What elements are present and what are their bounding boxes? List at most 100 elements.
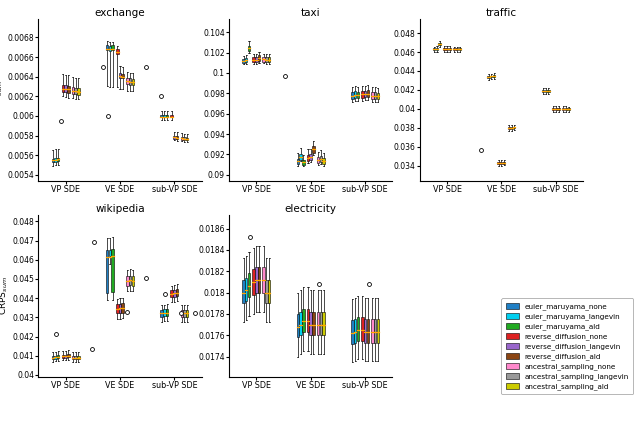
Bar: [255, 267, 257, 293]
Bar: [180, 310, 183, 317]
Bar: [297, 159, 299, 164]
Bar: [510, 127, 513, 129]
Bar: [109, 250, 111, 256]
Bar: [180, 137, 183, 140]
Bar: [374, 319, 376, 343]
Bar: [109, 45, 111, 51]
Bar: [161, 310, 163, 317]
Bar: [248, 273, 250, 297]
Bar: [262, 57, 265, 61]
Bar: [170, 290, 173, 297]
Bar: [545, 90, 547, 92]
Bar: [356, 317, 359, 341]
Bar: [297, 314, 299, 337]
Bar: [252, 269, 255, 295]
Bar: [258, 267, 260, 293]
Bar: [371, 93, 374, 99]
Bar: [106, 45, 108, 50]
Bar: [129, 78, 131, 85]
Bar: [61, 355, 64, 358]
Bar: [367, 91, 369, 97]
Bar: [317, 312, 319, 335]
Bar: [61, 85, 64, 92]
Bar: [568, 109, 570, 110]
Bar: [374, 93, 376, 99]
Bar: [312, 146, 315, 153]
Bar: [77, 88, 79, 95]
Bar: [173, 136, 175, 139]
Bar: [186, 310, 188, 317]
Bar: [163, 115, 166, 117]
Bar: [52, 159, 54, 162]
Bar: [433, 48, 435, 50]
Bar: [119, 304, 121, 313]
Bar: [122, 74, 124, 78]
Bar: [65, 354, 67, 357]
Bar: [122, 303, 124, 312]
Bar: [116, 304, 118, 314]
Y-axis label: CRPS$_{sum}$: CRPS$_{sum}$: [0, 80, 4, 120]
Bar: [354, 91, 356, 98]
Bar: [302, 309, 305, 332]
Bar: [268, 58, 270, 62]
Bar: [74, 356, 77, 359]
Bar: [310, 312, 312, 335]
Bar: [163, 309, 166, 316]
Bar: [361, 91, 364, 98]
Bar: [351, 320, 353, 344]
Bar: [57, 355, 60, 358]
Bar: [111, 45, 114, 51]
Bar: [252, 58, 255, 62]
Bar: [356, 92, 359, 98]
Bar: [547, 90, 550, 92]
Bar: [54, 356, 57, 359]
Bar: [161, 115, 163, 117]
Bar: [111, 249, 114, 292]
Bar: [377, 319, 379, 343]
Bar: [312, 312, 315, 335]
Bar: [72, 87, 74, 94]
Bar: [243, 59, 244, 63]
Bar: [245, 277, 248, 301]
Bar: [307, 155, 309, 161]
Bar: [262, 267, 265, 293]
Bar: [132, 79, 134, 85]
Title: wikipedia: wikipedia: [95, 204, 145, 214]
Bar: [319, 156, 322, 162]
Bar: [119, 73, 121, 77]
Bar: [500, 162, 502, 164]
Bar: [449, 48, 451, 50]
Bar: [77, 356, 79, 359]
Bar: [443, 48, 445, 50]
Bar: [490, 75, 493, 77]
Bar: [555, 108, 557, 110]
Bar: [493, 75, 495, 77]
Bar: [364, 91, 366, 97]
Bar: [300, 154, 302, 160]
Bar: [323, 158, 324, 164]
Bar: [183, 137, 186, 140]
Bar: [351, 93, 353, 99]
Bar: [453, 48, 456, 50]
Bar: [300, 312, 302, 335]
Bar: [54, 158, 57, 162]
Y-axis label: CRPS$_{sum}$: CRPS$_{sum}$: [0, 276, 10, 315]
Bar: [126, 78, 129, 84]
Bar: [173, 290, 175, 297]
Bar: [106, 250, 108, 293]
Bar: [456, 48, 458, 50]
Bar: [508, 127, 510, 129]
Bar: [255, 57, 257, 62]
Bar: [268, 280, 270, 303]
Bar: [436, 48, 438, 50]
Bar: [367, 319, 369, 343]
Bar: [564, 108, 567, 110]
Bar: [446, 48, 448, 50]
Bar: [497, 162, 500, 164]
Bar: [557, 108, 560, 110]
Bar: [176, 136, 179, 139]
Bar: [542, 90, 544, 92]
Bar: [459, 48, 461, 50]
Bar: [245, 58, 248, 62]
Bar: [248, 45, 250, 51]
